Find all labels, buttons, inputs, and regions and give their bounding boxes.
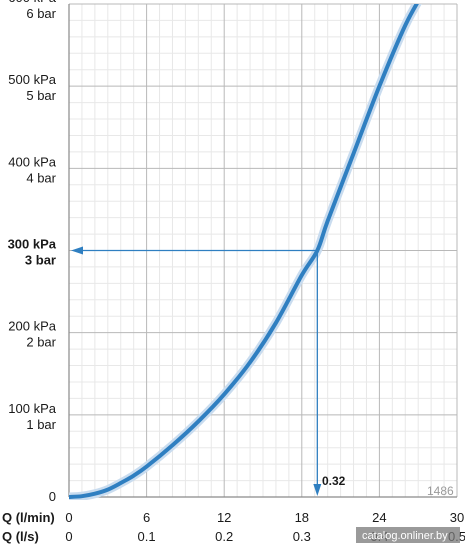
x-tick-label-lmin: 24 <box>372 510 386 525</box>
y-tick-label-kpa: 500 kPa <box>8 72 56 87</box>
y-tick-label-bar: 2 bar <box>26 335 56 350</box>
flow-pressure-curve <box>69 4 419 499</box>
x-tick-label-lmin: 30 <box>450 510 464 525</box>
y-tick-label-kpa: 300 kPa <box>8 237 57 252</box>
x-tick-label-lmin: 0 <box>65 510 72 525</box>
y-tick-label-bar: 4 bar <box>26 170 56 185</box>
marker-layer <box>71 246 322 496</box>
x-tick-label-lmin: 6 <box>143 510 150 525</box>
x-tick-label-ls: 0 <box>65 529 72 544</box>
y-tick-label-kpa: 0 <box>49 489 56 504</box>
x-axis-title-ls: Q (l/s) <box>2 529 39 544</box>
y-tick-label-bar: 1 bar <box>26 417 56 432</box>
x-tick-label-ls: 0.2 <box>215 529 233 544</box>
y-tick-label-kpa: 400 kPa <box>8 154 56 169</box>
y-tick-label-bar: 6 bar <box>26 6 56 21</box>
diagram-code-label: 1486 <box>427 484 454 498</box>
x-tick-label-lmin: 12 <box>217 510 231 525</box>
x-axis-title-lmin: Q (l/min) <box>2 510 55 525</box>
x-tick-label-lmin: 18 <box>295 510 309 525</box>
x-tick-label-ls: 0.1 <box>138 529 156 544</box>
horizontal-guide-arrow <box>71 246 83 255</box>
vertical-guide-arrow <box>313 484 322 496</box>
y-tick-label-bar: 3 bar <box>25 253 56 268</box>
y-tick-label-bar: 5 bar <box>26 88 56 103</box>
y-tick-label-kpa: 100 kPa <box>8 401 56 416</box>
marker-value-label: 0.32 <box>322 474 346 488</box>
watermark-box <box>356 527 460 543</box>
watermark-text: catalog.onliner.by <box>362 530 448 542</box>
y-tick-label-kpa: 600 kPa <box>8 0 56 5</box>
y-tick-label-kpa: 200 kPa <box>8 319 56 334</box>
curve-layer <box>69 4 422 500</box>
x-tick-label-ls: 0.3 <box>293 529 311 544</box>
